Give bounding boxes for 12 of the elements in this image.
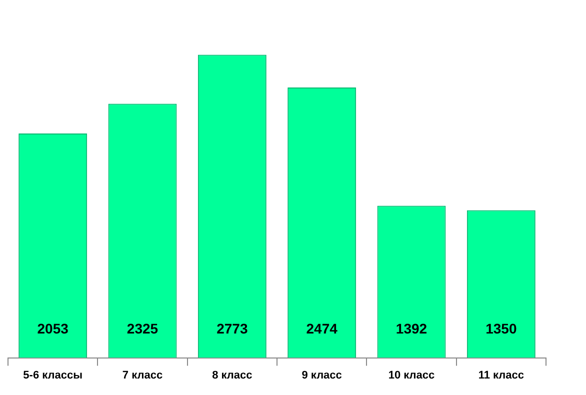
data-label: 2325 bbox=[126, 320, 158, 337]
data-label: 1350 bbox=[486, 320, 517, 337]
x-tick-label: 11 класс bbox=[478, 369, 524, 382]
data-label: 1392 bbox=[396, 320, 428, 337]
x-tick-label: 9 класс bbox=[302, 369, 342, 382]
data-label: 2474 bbox=[306, 320, 338, 337]
data-label: 2053 bbox=[37, 320, 69, 337]
x-tick-label: 8 класс bbox=[212, 369, 252, 382]
x-tick-label: 7 класс bbox=[122, 369, 163, 382]
x-tick-label: 5-6 классы bbox=[23, 369, 83, 382]
x-tick-label: 10 класс bbox=[388, 369, 435, 382]
data-label: 2773 bbox=[216, 320, 248, 337]
